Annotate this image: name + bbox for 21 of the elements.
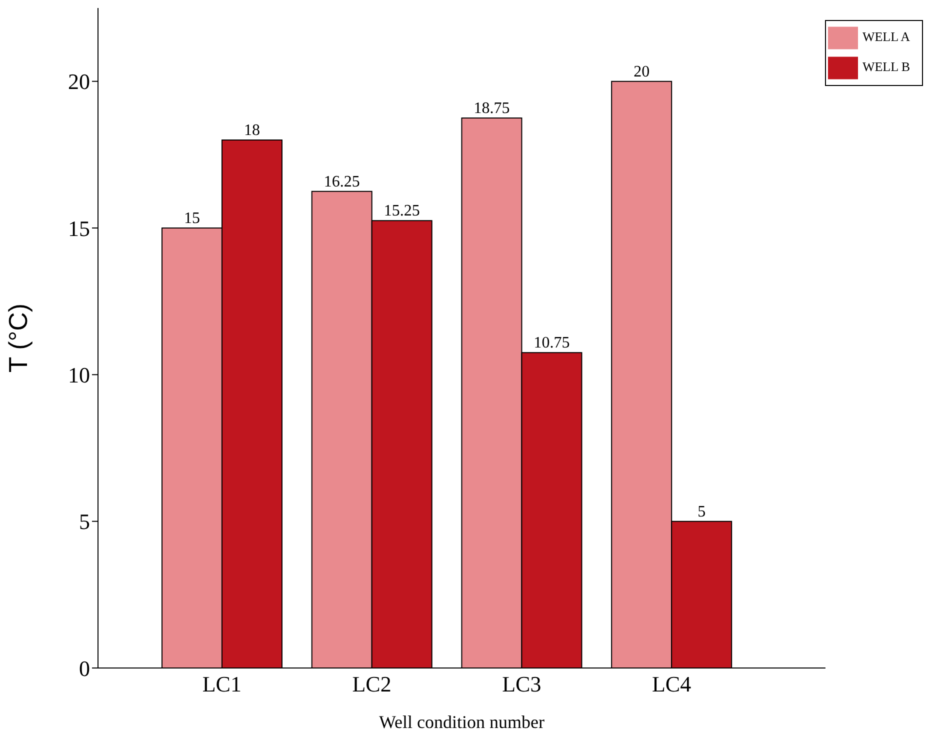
y-tick-label: 10 [68,362,90,388]
legend-label: WELL A [862,28,910,44]
data-label: 15 [184,210,200,227]
data-label: 20 [634,63,650,80]
x-tick-label: LC2 [352,672,392,697]
data-label: 10.75 [534,334,570,352]
y-tick-label: 15 [68,216,90,241]
data-label: 16.25 [324,173,360,190]
data-label: 18 [244,122,260,139]
data-label: 15.25 [384,202,420,220]
x-tick-label: LC4 [652,672,692,697]
y-tick-label: 20 [68,69,90,94]
y-axis-title: T (°C) [3,303,34,373]
data-label: 5 [698,503,706,520]
y-tick-label: 0 [79,656,90,681]
x-tick-label: LC1 [202,672,242,697]
x-axis-title: Well condition number [378,712,544,732]
data-label: 18.75 [474,100,510,117]
x-tick-label: LC3 [502,672,542,697]
y-tick-label: 5 [79,509,90,534]
legend-label: WELL B [862,58,910,74]
